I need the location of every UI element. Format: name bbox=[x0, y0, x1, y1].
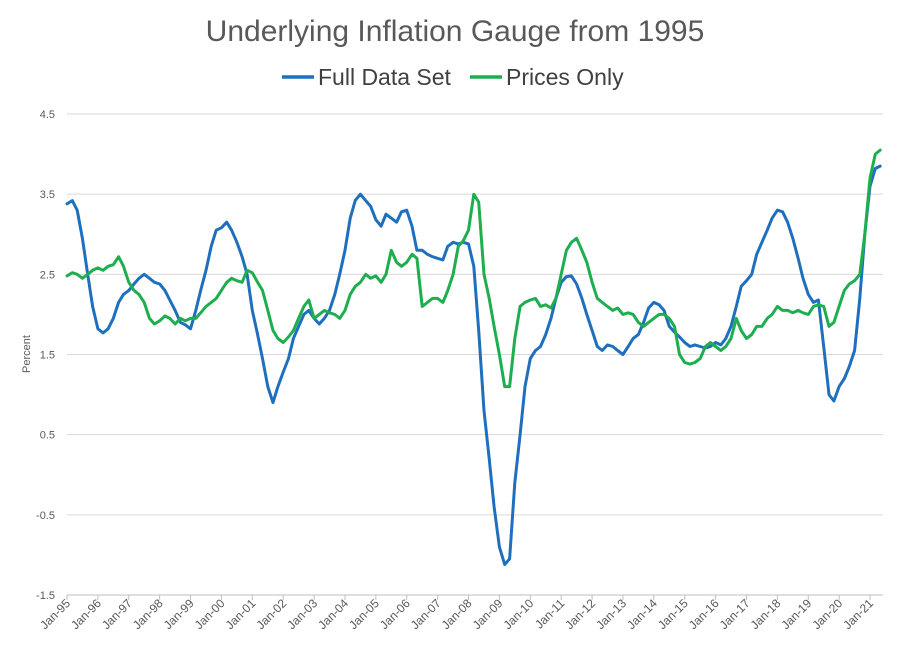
y-tick-label: 1.5 bbox=[40, 350, 55, 362]
x-tick-label: Jan-06 bbox=[377, 596, 413, 632]
x-tick-label: Jan-18 bbox=[748, 596, 784, 632]
x-tick-label: Jan-12 bbox=[562, 596, 598, 632]
x-tick-label: Jan-21 bbox=[840, 596, 876, 632]
chart-title: Underlying Inflation Gauge from 1995 bbox=[206, 15, 705, 48]
y-tick-label: 3.5 bbox=[40, 189, 55, 201]
x-tick-label: Jan-14 bbox=[624, 596, 660, 632]
series-line-full-data-set bbox=[65, 164, 882, 566]
x-tick-label: Jan-08 bbox=[439, 596, 475, 632]
x-tick-label: Jan-00 bbox=[192, 596, 228, 632]
y-axis-label: Percent bbox=[21, 335, 33, 373]
legend: Full Data Set Prices Only bbox=[282, 64, 624, 90]
legend-label-prices-only: Prices Only bbox=[506, 64, 624, 90]
x-tick-label: Jan-15 bbox=[655, 596, 691, 632]
x-tick-label: Jan-16 bbox=[686, 596, 722, 632]
y-tick-label: -0.5 bbox=[36, 510, 55, 522]
x-tick-label: Jan-96 bbox=[68, 596, 104, 632]
x-axis: Jan-95Jan-96Jan-97Jan-98Jan-99Jan-00Jan-… bbox=[37, 594, 883, 632]
x-tick-label: Jan-05 bbox=[346, 596, 382, 632]
series-lines bbox=[65, 148, 882, 566]
x-tick-label: Jan-09 bbox=[470, 596, 506, 632]
x-tick-label: Jan-03 bbox=[284, 596, 320, 632]
y-tick-label: 2.5 bbox=[40, 269, 55, 281]
series-line-prices-only bbox=[65, 148, 882, 389]
x-tick-label: Jan-04 bbox=[315, 596, 351, 632]
gridlines bbox=[67, 113, 883, 596]
x-tick-label: Jan-98 bbox=[130, 596, 166, 632]
y-tick-labels: 4.5 3.5 2.5 1.5 0.5 -0.5 -1.5 bbox=[36, 109, 55, 602]
x-tick-label: Jan-99 bbox=[161, 596, 197, 632]
x-tick-label: Jan-20 bbox=[809, 596, 845, 632]
x-tick-label: Jan-97 bbox=[99, 596, 135, 632]
x-tick-label: Jan-17 bbox=[717, 596, 753, 632]
y-tick-label: 4.5 bbox=[40, 109, 55, 121]
x-tick-label: Jan-19 bbox=[779, 596, 815, 632]
x-tick-label: Jan-01 bbox=[223, 596, 259, 632]
y-tick-label: 0.5 bbox=[40, 430, 55, 442]
x-tick-label: Jan-10 bbox=[501, 596, 537, 632]
y-tick-label: -1.5 bbox=[36, 590, 55, 602]
x-tick-label: Jan-13 bbox=[593, 596, 629, 632]
x-tick-label: Jan-02 bbox=[253, 596, 289, 632]
x-tick-label: Jan-07 bbox=[408, 596, 444, 632]
x-tick-label: Jan-11 bbox=[532, 596, 567, 631]
legend-label-full-data-set: Full Data Set bbox=[318, 64, 452, 90]
